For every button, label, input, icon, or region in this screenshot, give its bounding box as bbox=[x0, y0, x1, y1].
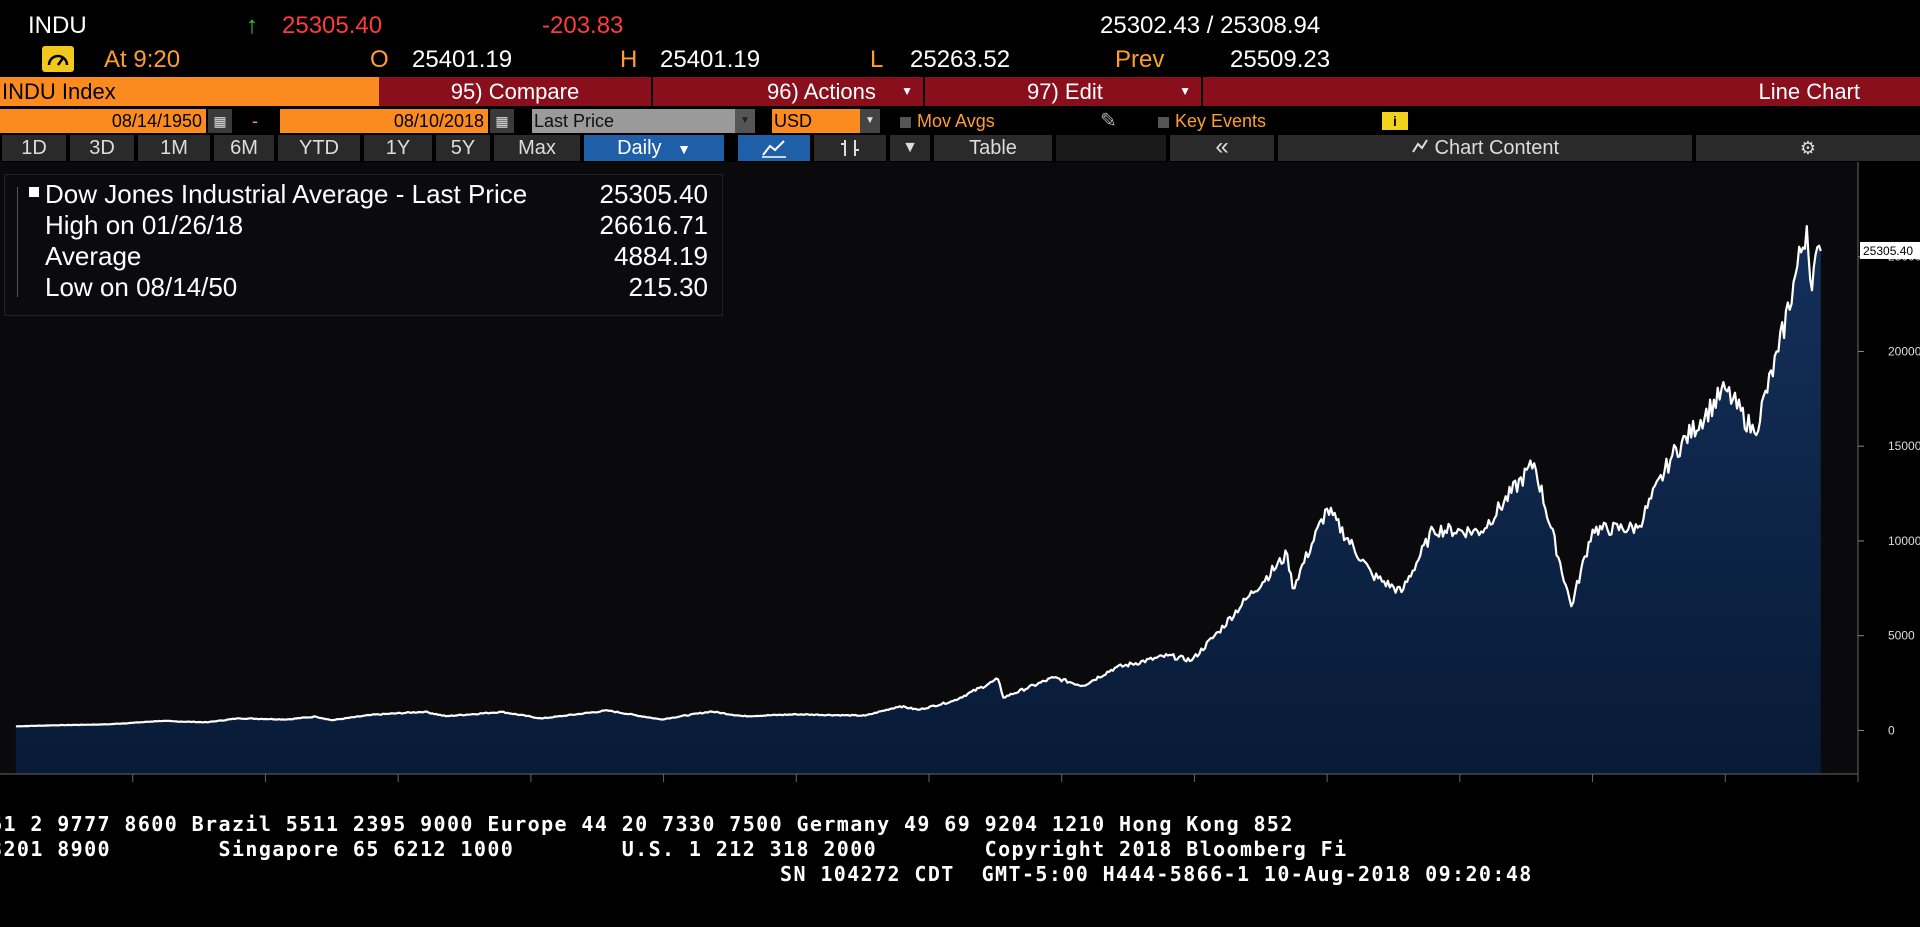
key-events-toggle[interactable]: Key Events bbox=[1158, 109, 1266, 133]
legend-label: Dow Jones Industrial Average - Last Pric… bbox=[45, 179, 528, 209]
y-tick-label: 20000 bbox=[1888, 344, 1920, 358]
period-1m[interactable]: 1M bbox=[138, 135, 210, 161]
start-date-input[interactable]: 08/14/1950 bbox=[0, 109, 206, 133]
legend-label: Average bbox=[45, 241, 142, 271]
edit-button[interactable]: 97) Edit ▼ bbox=[925, 77, 1201, 106]
period-6m[interactable]: 6M bbox=[214, 135, 274, 161]
footer-line-3: SN 104272 CDT GMT-5:00 H444-5866-1 10-Au… bbox=[780, 862, 1533, 886]
footer-line-1: 61 2 9777 8600 Brazil 5511 2395 9000 Eur… bbox=[0, 812, 1294, 836]
time-label: At 9:20 bbox=[104, 46, 181, 73]
bid-ask: 25302.43 / 25308.94 bbox=[1100, 12, 1321, 39]
low-label: L bbox=[870, 46, 884, 73]
collapse-button[interactable]: « bbox=[1170, 135, 1274, 161]
series-color-swatch bbox=[29, 187, 39, 197]
gear-icon[interactable]: ⚙ bbox=[1696, 135, 1920, 161]
y-tick-label: 0 bbox=[1888, 723, 1895, 737]
chevron-down-icon: ▼ bbox=[1179, 84, 1191, 98]
legend-bracket bbox=[17, 187, 26, 297]
period-5y[interactable]: 5Y bbox=[436, 135, 490, 161]
up-arrow-icon: ↑ bbox=[246, 12, 258, 39]
key-events-label: Key Events bbox=[1175, 111, 1267, 131]
legend-box[interactable]: Dow Jones Industrial Average - Last Pric… bbox=[4, 174, 723, 316]
footer-line-2: 3201 8900 Singapore 65 6212 1000 U.S. 1 … bbox=[0, 837, 1348, 861]
end-date-input[interactable]: 08/10/2018 bbox=[280, 109, 488, 133]
legend-value: 25305.40 bbox=[599, 179, 708, 209]
net-change: -203.83 bbox=[542, 12, 624, 39]
high-value: 25401.19 bbox=[660, 46, 761, 73]
field-select[interactable]: Last Price ▼ bbox=[532, 109, 755, 133]
y-axis-ticks: 0500010000150002000025000 bbox=[1858, 250, 1920, 737]
last-value-tag: 25305.40 bbox=[1860, 241, 1920, 259]
checkbox-icon bbox=[1158, 116, 1169, 128]
chart-content-icon bbox=[1411, 137, 1435, 159]
info-icon[interactable]: i bbox=[1382, 112, 1408, 130]
price-line bbox=[15, 225, 1822, 728]
mov-avgs-toggle[interactable]: Mov Avgs bbox=[900, 109, 995, 133]
chevron-down-icon: ▼ bbox=[901, 84, 913, 98]
security-field[interactable]: INDU Index bbox=[0, 77, 379, 106]
y-tick-label: 10000 bbox=[1888, 534, 1920, 548]
chart-content-button[interactable]: Chart Content bbox=[1278, 135, 1692, 161]
price-area bbox=[15, 226, 1821, 775]
prev-label: Prev bbox=[1115, 46, 1165, 73]
bar-chart-icon[interactable] bbox=[814, 135, 886, 161]
actions-label: 96) Actions bbox=[767, 79, 876, 104]
period-ytd[interactable]: YTD bbox=[278, 135, 360, 161]
date-dash: - bbox=[252, 111, 258, 131]
spacer-tab bbox=[1056, 135, 1166, 161]
last-value-text: 25305.40 bbox=[1863, 244, 1913, 258]
calendar-icon[interactable]: ▦ bbox=[208, 109, 232, 133]
calendar-icon[interactable]: ▦ bbox=[490, 109, 514, 133]
high-label: H bbox=[620, 46, 638, 73]
period-1y[interactable]: 1Y bbox=[364, 135, 432, 161]
prev-value: 25509.23 bbox=[1230, 46, 1331, 73]
period-3d[interactable]: 3D bbox=[70, 135, 134, 161]
frequency-select[interactable]: Daily ▼ bbox=[584, 135, 724, 161]
legend-row-high: High on 01/26/18 26616.71 bbox=[45, 210, 708, 240]
edit-label: 97) Edit bbox=[1027, 79, 1103, 104]
open-value: 25401.19 bbox=[412, 46, 513, 73]
chart-type-label: Line Chart bbox=[1758, 79, 1860, 104]
legend-row-average: Average 4884.19 bbox=[45, 241, 708, 271]
open-label: O bbox=[370, 46, 389, 73]
low-value: 25263.52 bbox=[910, 46, 1011, 73]
legend-label: Low on 08/14/50 bbox=[45, 272, 238, 302]
legend-value: 26616.71 bbox=[599, 210, 708, 240]
last-price: 25305.40 bbox=[282, 12, 383, 39]
period-max[interactable]: Max bbox=[494, 135, 580, 161]
frequency-label: Daily bbox=[617, 137, 662, 159]
field-label: Last Price bbox=[534, 111, 615, 131]
legend-row-low: Low on 08/14/50 215.30 bbox=[45, 272, 708, 302]
line-chart-icon[interactable] bbox=[738, 135, 810, 161]
checkbox-icon bbox=[900, 116, 911, 128]
table-button[interactable]: Table bbox=[934, 135, 1052, 161]
y-tick-label: 15000 bbox=[1888, 439, 1920, 453]
y-tick-label: 5000 bbox=[1888, 629, 1915, 643]
chevron-down-icon: ▼ bbox=[735, 109, 755, 133]
currency-select[interactable]: USD bbox=[772, 109, 862, 133]
actions-button[interactable]: 96) Actions ▼ bbox=[653, 77, 923, 106]
legend-value: 215.30 bbox=[628, 272, 708, 302]
pencil-icon[interactable]: ✎ bbox=[1100, 110, 1117, 132]
legend-value: 4884.19 bbox=[614, 241, 708, 271]
period-1d[interactable]: 1D bbox=[2, 135, 66, 161]
x-axis-ticks: 1950-19541955-19591960-19641965-19691970… bbox=[132, 774, 1859, 782]
chart-type-button[interactable]: Line Chart bbox=[1203, 77, 1920, 106]
mov-avgs-label: Mov Avgs bbox=[917, 111, 995, 131]
legend-label: High on 01/26/18 bbox=[45, 210, 244, 240]
alert-gauge-icon[interactable] bbox=[42, 46, 74, 72]
chart-content-label: Chart Content bbox=[1434, 137, 1560, 159]
compare-button[interactable]: 95) Compare bbox=[379, 77, 651, 106]
ticker: INDU bbox=[28, 12, 87, 39]
chevron-down-icon[interactable]: ▼ bbox=[860, 109, 880, 133]
legend-row-series: Dow Jones Industrial Average - Last Pric… bbox=[45, 179, 708, 209]
chevron-down-icon[interactable]: ▼ bbox=[890, 135, 930, 161]
chevron-down-icon: ▼ bbox=[677, 141, 691, 157]
